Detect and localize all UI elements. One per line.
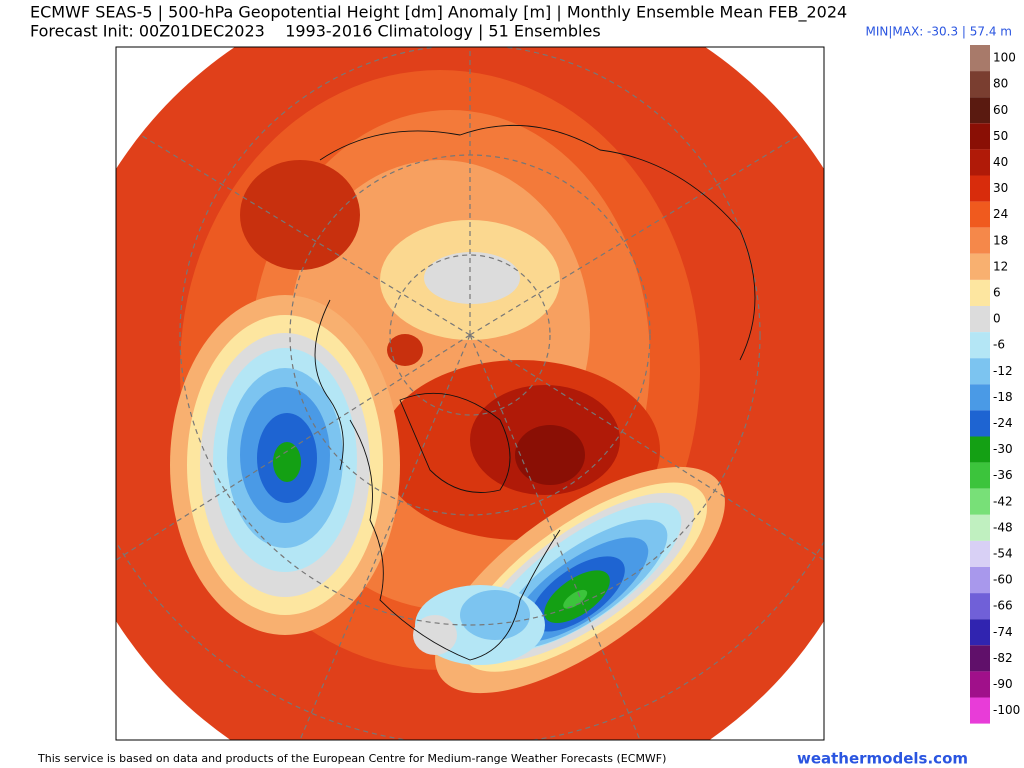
colorbar-label: 6 xyxy=(993,285,1001,299)
colorbar-swatch xyxy=(970,306,990,333)
colorbar-swatch xyxy=(970,645,990,672)
colorbar-swatch xyxy=(970,227,990,254)
colorbar-swatch xyxy=(970,45,990,72)
map xyxy=(116,47,824,740)
colorbar-swatch xyxy=(970,410,990,437)
site-name: weathermodels.com xyxy=(797,750,968,768)
colorbar-swatch xyxy=(970,540,990,567)
colorbar-swatch xyxy=(970,514,990,541)
colorbar-label: -54 xyxy=(993,546,1013,560)
colorbar-swatch xyxy=(970,175,990,202)
colorbar-label: 24 xyxy=(993,207,1008,221)
anomaly-field xyxy=(116,47,824,740)
colorbar-swatch xyxy=(970,436,990,463)
colorbar-swatch xyxy=(970,149,990,176)
credit: This service is based on data and produc… xyxy=(37,752,666,765)
colorbar-label: -82 xyxy=(993,651,1013,665)
coastlines xyxy=(314,124,756,661)
map-title: ECMWF SEAS-5 | 500-hPa Geopotential Heig… xyxy=(30,3,847,23)
min-max: MIN|MAX: -30.3 | 57.4 m xyxy=(866,25,1013,39)
colorbar-label: -18 xyxy=(993,390,1013,404)
map-subtitle: Forecast Init: 00Z01DEC2023 1993-2016 Cl… xyxy=(30,22,601,41)
colorbar-label: -42 xyxy=(993,494,1013,508)
colorbar-label: -12 xyxy=(993,364,1013,378)
colorbar-swatch xyxy=(970,488,990,515)
colorbar-swatch xyxy=(970,462,990,489)
colorbar-label: -100 xyxy=(993,703,1020,717)
colorbar-label: -30 xyxy=(993,442,1013,456)
colorbar-label: -48 xyxy=(993,520,1013,534)
colorbar-label: -74 xyxy=(993,625,1013,639)
colorbar-label: -60 xyxy=(993,573,1013,587)
colorbar-swatch xyxy=(970,358,990,385)
colorbar-swatch xyxy=(970,332,990,359)
colorbar-label: -36 xyxy=(993,468,1013,482)
colorbar-label: 30 xyxy=(993,181,1008,195)
colorbar-swatch xyxy=(970,279,990,306)
colorbar-swatch xyxy=(970,697,990,724)
colorbar-label: 100 xyxy=(993,51,1016,65)
graticule xyxy=(116,47,824,740)
colorbar-swatch xyxy=(970,201,990,228)
colorbar-label: 0 xyxy=(993,312,1001,326)
colorbar-swatch xyxy=(970,71,990,98)
colorbar-swatch xyxy=(970,97,990,124)
colorbar-label: -66 xyxy=(993,599,1013,613)
colorbar-label: 60 xyxy=(993,103,1008,117)
colorbar-label: 80 xyxy=(993,77,1008,91)
colorbar-label: -90 xyxy=(993,677,1013,691)
colorbar-swatch xyxy=(970,384,990,411)
map-frame xyxy=(115,46,825,741)
colorbar-swatch xyxy=(970,123,990,150)
colorbar-swatch xyxy=(970,619,990,646)
colorbar-label: 18 xyxy=(993,233,1008,247)
colorbar-label: -24 xyxy=(993,416,1013,430)
colorbar-swatch xyxy=(970,253,990,280)
pacific-anomaly xyxy=(170,295,400,635)
colorbar-label: 40 xyxy=(993,155,1008,169)
colorbar-label: 12 xyxy=(993,259,1008,273)
colorbar-label: -6 xyxy=(993,338,1005,352)
colorbar: 100806050403024181260-6-12-18-24-30-36-4… xyxy=(970,45,1020,724)
colorbar-swatch xyxy=(970,567,990,594)
colorbar-swatch xyxy=(970,593,990,620)
colorbar-label: 50 xyxy=(993,129,1008,143)
colorbar-swatch xyxy=(970,671,990,698)
